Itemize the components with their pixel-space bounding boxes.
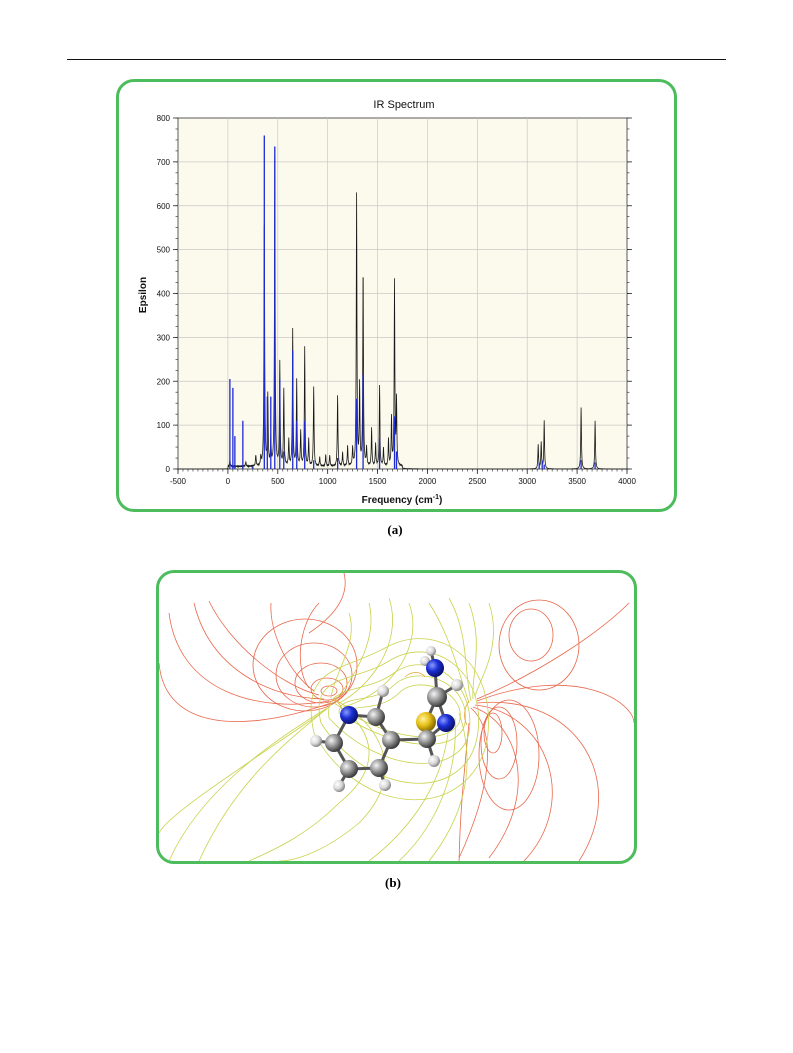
y-tick-label: 400 (157, 290, 171, 299)
nitrogen-atom (437, 714, 455, 732)
x-tick-label: 2000 (419, 477, 437, 486)
ir-spectrum-figure-panel: IR Spectrum Epsilon Frequency (cm-1) -50… (116, 79, 677, 512)
positive-potential-contours (159, 597, 494, 861)
y-tick-label: 800 (157, 114, 171, 123)
page-top-rule (67, 59, 726, 60)
carbon-atom (418, 730, 436, 748)
contour-lines (159, 573, 634, 861)
nitrogen-atom (426, 659, 444, 677)
sulfur-atom (416, 712, 436, 732)
y-tick-label: 500 (157, 246, 171, 255)
y-tick-label: 200 (157, 377, 171, 386)
x-tick-label: 2500 (468, 477, 486, 486)
hydrogen-atom (377, 685, 389, 697)
x-tick-label: 3000 (518, 477, 536, 486)
x-tick-label: 1000 (319, 477, 337, 486)
chart-title: IR Spectrum (373, 99, 434, 111)
y-tick-label: 700 (157, 158, 171, 167)
x-tick-label: 4000 (618, 477, 636, 486)
molecule-model (310, 646, 463, 792)
x-tick-label: 500 (271, 477, 285, 486)
hydrogen-atom (379, 779, 391, 791)
carbon-atom (325, 734, 343, 752)
carbon-atom (382, 731, 400, 749)
x-tick-label: 1500 (369, 477, 387, 486)
figure-caption-b: (b) (385, 875, 401, 890)
contour-map-illustration (159, 573, 634, 861)
series-line-broadened (178, 157, 627, 470)
hydrogen-atom (428, 755, 440, 767)
hydrogen-atom (426, 646, 436, 656)
x-tick-label: 0 (226, 477, 231, 486)
y-tick-label: 100 (157, 421, 171, 430)
x-axis-label: Frequency (cm-1) (362, 494, 443, 506)
y-tick-label: 600 (157, 202, 171, 211)
hydrogen-atom (451, 679, 463, 691)
nitrogen-atom (340, 706, 358, 724)
contour-map-figure-panel (156, 570, 637, 864)
negative-potential-contours-left (159, 573, 358, 722)
negative-potential-contours-right (458, 599, 634, 861)
hydrogen-atom (333, 780, 345, 792)
carbon-atom (340, 760, 358, 778)
figure-caption-a: (a) (387, 522, 403, 537)
y-axis-label: Epsilon (138, 277, 149, 313)
x-tick-label: -500 (170, 477, 187, 486)
y-tick-label: 0 (166, 465, 171, 474)
hydrogen-atom (310, 735, 322, 747)
ir-spectrum-chart: IR Spectrum Epsilon Frequency (cm-1) -50… (138, 99, 636, 506)
carbon-atom (370, 759, 388, 777)
x-tick-label: 3500 (568, 477, 586, 486)
y-tick-label: 300 (157, 333, 171, 342)
carbon-atom (427, 687, 447, 707)
carbon-atom (367, 708, 385, 726)
